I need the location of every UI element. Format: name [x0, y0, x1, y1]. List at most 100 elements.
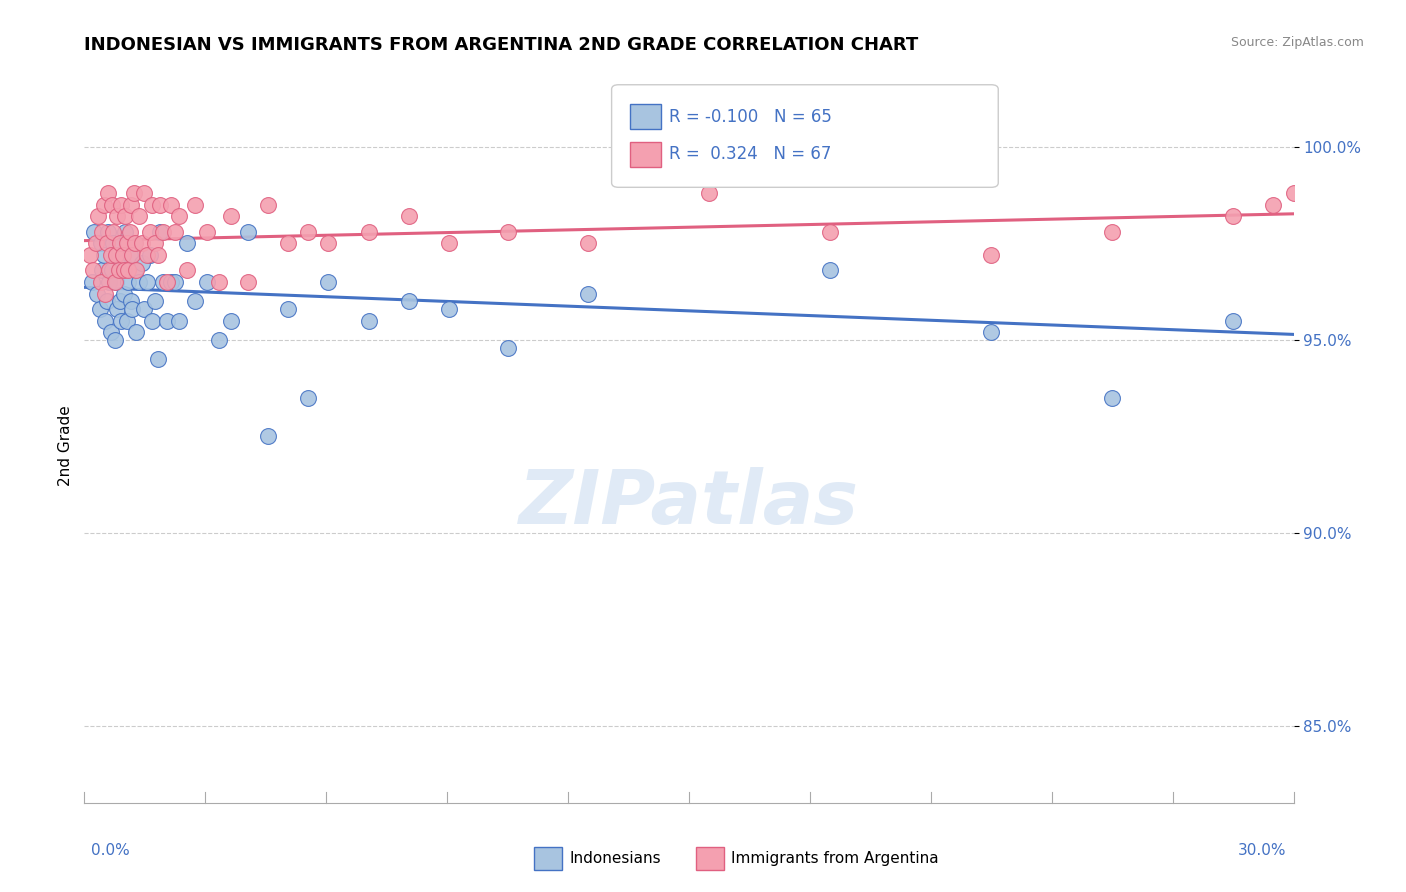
Point — [122, 186, 145, 201]
Point — [1222, 210, 1244, 224]
Point — [120, 198, 142, 212]
Point — [107, 248, 129, 262]
Point — [80, 275, 103, 289]
Point — [122, 236, 145, 251]
Point — [111, 256, 134, 270]
Point — [108, 294, 131, 309]
Point — [221, 313, 243, 327]
Point — [115, 236, 138, 251]
Point — [91, 225, 114, 239]
Point — [135, 248, 157, 262]
Point — [115, 313, 138, 327]
Point — [576, 286, 599, 301]
Point — [1282, 186, 1305, 201]
Point — [112, 286, 135, 301]
Point — [818, 263, 841, 277]
Point — [100, 248, 122, 262]
Point — [184, 198, 207, 212]
Point — [125, 325, 148, 339]
Point — [107, 210, 129, 224]
Point — [256, 429, 278, 443]
Point — [398, 210, 420, 224]
Point — [208, 275, 231, 289]
Point — [90, 236, 112, 251]
Point — [128, 210, 150, 224]
Point — [84, 236, 107, 251]
Y-axis label: 2nd Grade: 2nd Grade — [58, 406, 73, 486]
Point — [277, 301, 299, 316]
Point — [117, 275, 139, 289]
Point — [152, 275, 174, 289]
Point — [111, 248, 134, 262]
Point — [118, 248, 141, 262]
Point — [176, 263, 198, 277]
Point — [496, 225, 519, 239]
Point — [297, 225, 319, 239]
Point — [114, 210, 136, 224]
Point — [107, 301, 129, 316]
Point — [141, 313, 163, 327]
Point — [97, 275, 120, 289]
Point — [138, 248, 160, 262]
Point — [149, 198, 172, 212]
Point — [104, 333, 127, 347]
Point — [149, 225, 172, 239]
Point — [576, 236, 599, 251]
Point — [160, 275, 183, 289]
Point — [100, 325, 122, 339]
Text: INDONESIAN VS IMMIGRANTS FROM ARGENTINA 2ND GRADE CORRELATION CHART: INDONESIAN VS IMMIGRANTS FROM ARGENTINA … — [84, 36, 918, 54]
Point — [93, 248, 115, 262]
Point — [697, 186, 720, 201]
Point — [135, 275, 157, 289]
Point — [96, 236, 118, 251]
Point — [146, 248, 169, 262]
Point — [165, 225, 187, 239]
Text: 30.0%: 30.0% — [1239, 843, 1286, 858]
Point — [160, 198, 183, 212]
Point — [94, 286, 117, 301]
Point — [141, 198, 163, 212]
Point — [1263, 198, 1285, 212]
Point — [152, 225, 174, 239]
Point — [195, 275, 218, 289]
Point — [357, 313, 380, 327]
Point — [176, 236, 198, 251]
Point — [132, 186, 155, 201]
Point — [108, 236, 131, 251]
Point — [124, 263, 146, 277]
Point — [86, 286, 108, 301]
Point — [118, 225, 141, 239]
Point — [87, 210, 110, 224]
Point — [398, 294, 420, 309]
Point — [83, 225, 105, 239]
Point — [103, 225, 125, 239]
Point — [104, 248, 127, 262]
Point — [221, 210, 243, 224]
Point — [103, 236, 125, 251]
Point — [121, 248, 143, 262]
Point — [156, 275, 179, 289]
Point — [93, 198, 115, 212]
Point — [236, 225, 259, 239]
Point — [82, 263, 104, 277]
Point — [120, 294, 142, 309]
Point — [112, 263, 135, 277]
Point — [437, 301, 460, 316]
Point — [496, 341, 519, 355]
Point — [297, 391, 319, 405]
Point — [1222, 313, 1244, 327]
Text: Source: ZipAtlas.com: Source: ZipAtlas.com — [1230, 36, 1364, 49]
Point — [89, 301, 111, 316]
Point — [110, 198, 132, 212]
Point — [195, 225, 218, 239]
Point — [236, 275, 259, 289]
Point — [117, 263, 139, 277]
Text: Indonesians: Indonesians — [569, 851, 661, 866]
Point — [143, 236, 166, 251]
Point — [697, 148, 720, 162]
Point — [121, 301, 143, 316]
Point — [131, 236, 153, 251]
Text: Immigrants from Argentina: Immigrants from Argentina — [731, 851, 939, 866]
Point — [167, 313, 190, 327]
Point — [97, 186, 120, 201]
